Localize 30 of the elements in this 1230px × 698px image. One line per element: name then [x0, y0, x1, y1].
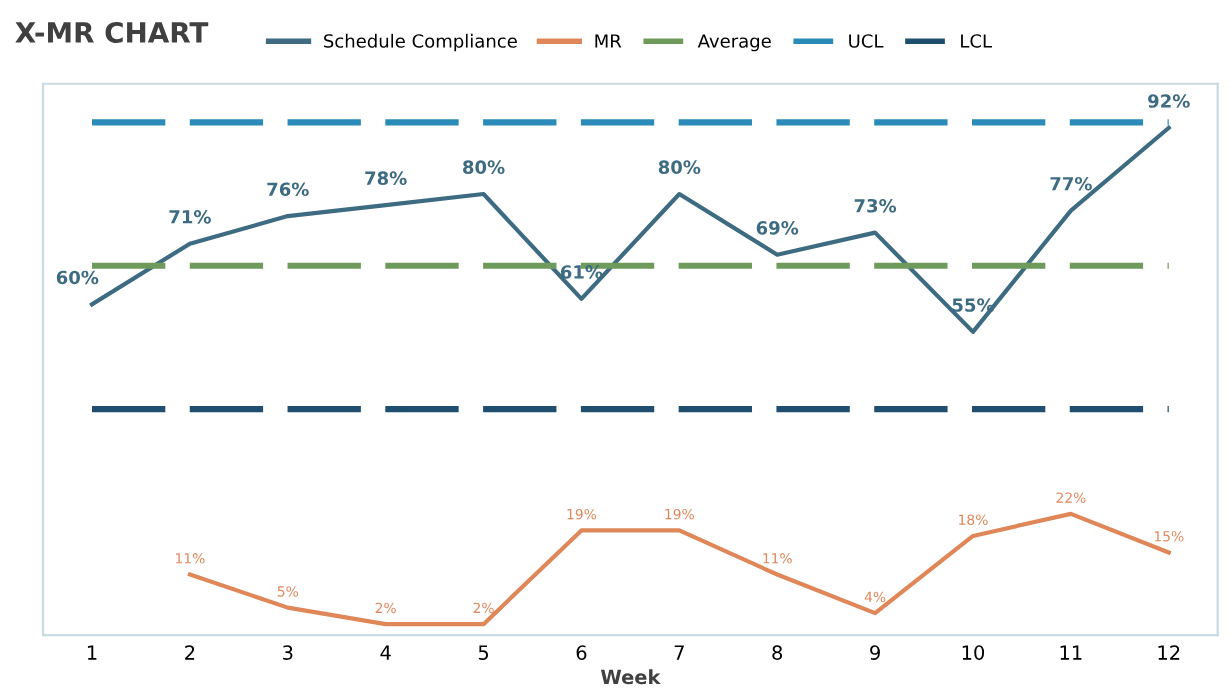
x-tick-label: 1 — [87, 645, 97, 660]
data-label: 71% — [169, 209, 211, 224]
legend-label: Average — [697, 34, 771, 52]
x-axis-title: Week — [600, 669, 661, 685]
data-label: 80% — [658, 160, 701, 174]
data-label: 73% — [854, 198, 897, 213]
chart-title: X-MR CHART — [15, 21, 209, 43]
data-label: 76% — [267, 182, 309, 197]
data-label: 80% — [463, 160, 505, 174]
x-tick-label: 10 — [962, 645, 985, 660]
x-tick-label: 2 — [185, 645, 195, 660]
x-tick-label: 11 — [1060, 645, 1082, 660]
data-label: 60% — [56, 270, 99, 285]
data-label: 61% — [560, 265, 603, 279]
legend-label: MR — [595, 34, 622, 48]
x-tick-label: 8 — [772, 645, 783, 660]
legend-label: UCL — [849, 34, 884, 48]
data-label: 69% — [756, 221, 799, 235]
data-label: 77% — [1050, 176, 1092, 191]
legend-label: LCL — [961, 34, 992, 48]
x-tick-label: 4 — [380, 645, 391, 660]
x-tick-label: 9 — [870, 645, 880, 660]
data-label: 78% — [365, 171, 407, 186]
x-tick-label: 5 — [478, 645, 489, 660]
x-tick-label: 7 — [674, 645, 684, 660]
x-tick-label: 3 — [283, 645, 293, 660]
x-tick-label: 12 — [1158, 645, 1180, 660]
x-tick-label: 6 — [576, 645, 587, 660]
data-label: 92% — [1148, 94, 1190, 108]
legend-label: Schedule Compliance — [324, 33, 517, 52]
